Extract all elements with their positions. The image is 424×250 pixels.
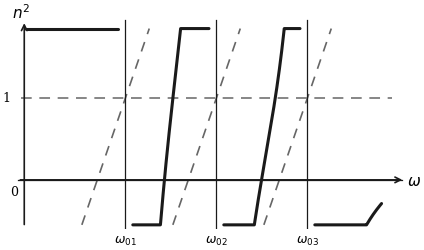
Text: $\omega_{01}$: $\omega_{01}$ [114, 235, 137, 248]
Text: $n^2$: $n^2$ [12, 3, 30, 22]
Text: 0: 0 [10, 186, 18, 200]
Text: $\omega$: $\omega$ [407, 174, 421, 188]
Text: $\omega_{02}$: $\omega_{02}$ [205, 235, 228, 248]
Text: $\omega_{03}$: $\omega_{03}$ [296, 235, 319, 248]
Text: 1: 1 [3, 92, 11, 104]
